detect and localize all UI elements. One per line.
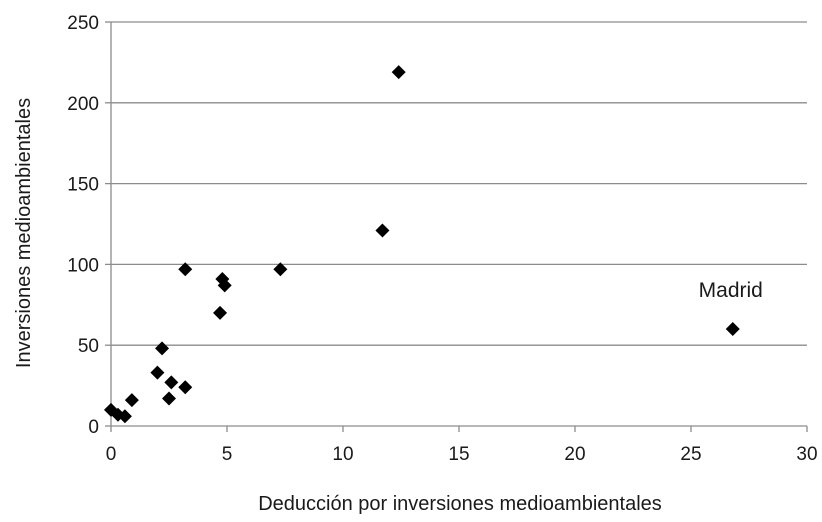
data-point <box>150 365 165 380</box>
axes <box>105 21 808 432</box>
x-tick-label: 0 <box>106 444 117 465</box>
y-tick-label: 0 <box>88 417 99 438</box>
data-point <box>178 262 193 277</box>
y-axis-label: Inversiones medioambientales <box>13 98 35 368</box>
x-tick-label: 5 <box>222 444 233 465</box>
x-tick-label: 25 <box>680 444 701 465</box>
data-point <box>213 305 228 320</box>
x-tick-label: 15 <box>448 444 469 465</box>
data-point <box>178 380 193 395</box>
data-point <box>155 341 170 356</box>
y-tick-label: 150 <box>67 175 99 196</box>
data-point <box>725 322 740 337</box>
y-tick-label: 200 <box>67 94 99 115</box>
annotations: Madrid <box>699 279 763 302</box>
data-point <box>164 375 179 390</box>
data-point <box>217 278 232 293</box>
data-point <box>273 262 288 277</box>
data-point <box>162 391 176 406</box>
data-point <box>124 393 139 408</box>
x-axis-label: Deducción por inversiones medioambiental… <box>258 493 662 515</box>
data-point <box>391 65 406 80</box>
x-tick-label: 10 <box>332 444 353 465</box>
y-tick-label: 250 <box>67 13 99 34</box>
y-tick-label: 50 <box>78 336 99 357</box>
data-point <box>375 223 390 238</box>
tick-labels: 0 50 100 150 200 250 0 5 10 15 20 25 30 <box>67 13 817 465</box>
x-tick-label: 30 <box>796 444 817 465</box>
x-tick-label: 20 <box>564 444 585 465</box>
data-point <box>117 409 132 424</box>
gridlines <box>111 21 807 346</box>
y-tick-label: 100 <box>67 255 99 276</box>
data-points <box>104 65 740 424</box>
annotation-label: Madrid <box>699 279 763 302</box>
